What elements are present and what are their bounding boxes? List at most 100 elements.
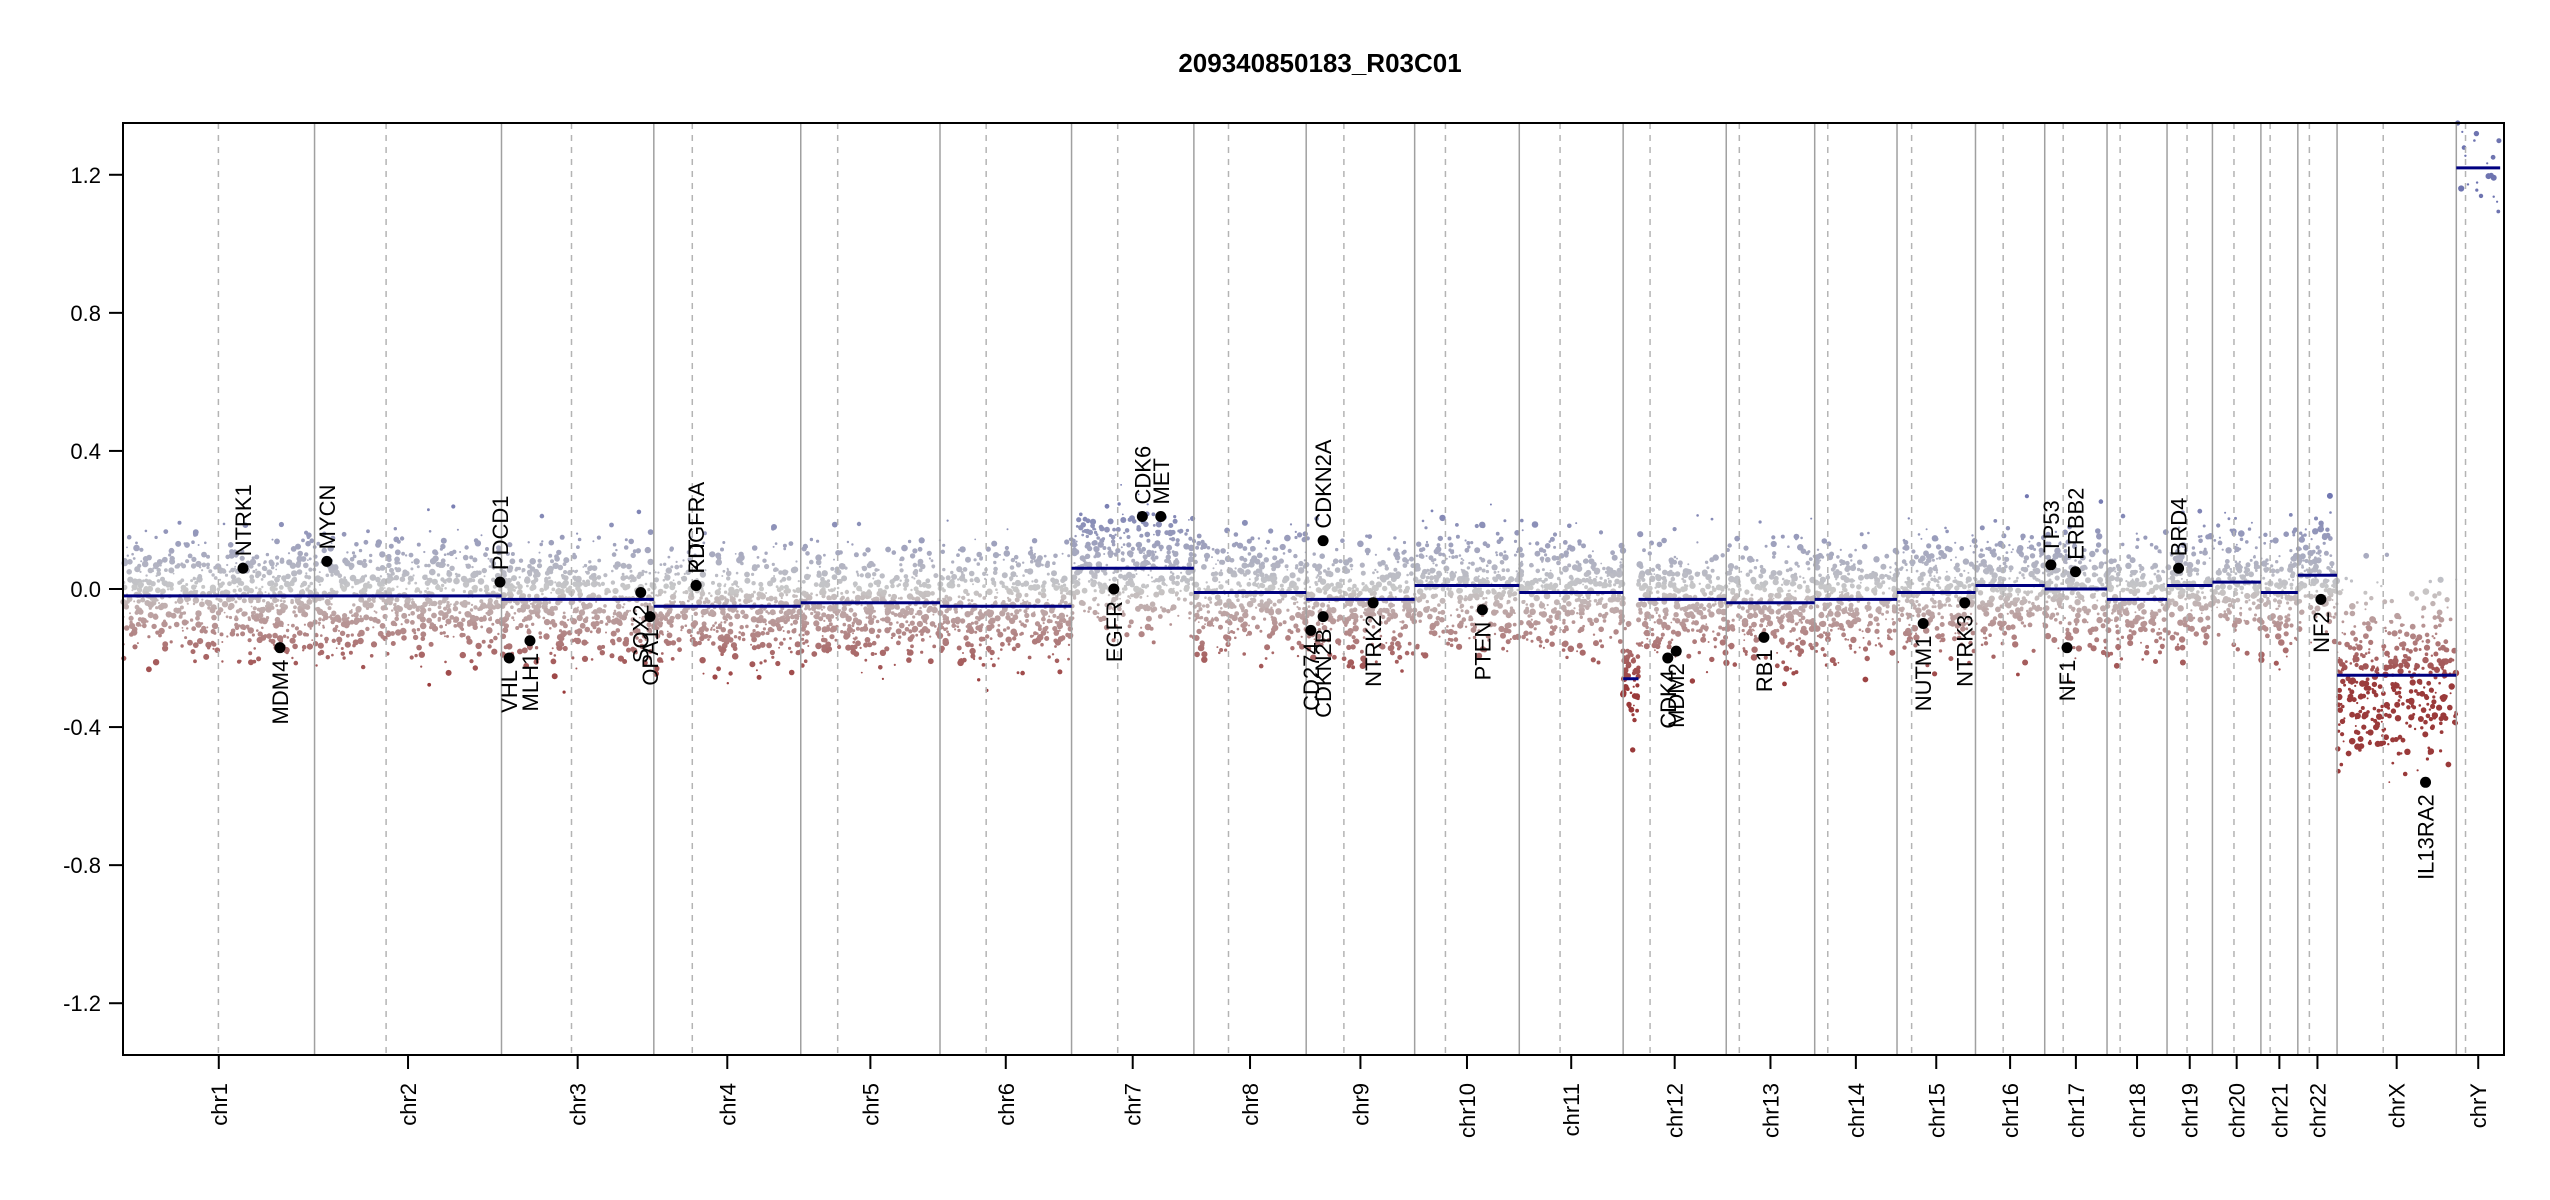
probe-point	[271, 566, 275, 570]
probe-point	[576, 545, 580, 549]
probe-point	[258, 587, 262, 592]
probe-point	[554, 556, 560, 562]
probe-point	[1102, 546, 1107, 550]
probe-point	[880, 590, 887, 597]
probe-point	[557, 564, 564, 571]
probe-point	[397, 606, 403, 612]
probe-point	[223, 611, 226, 614]
probe-point	[893, 663, 896, 667]
probe-point	[691, 620, 699, 627]
probe-point	[1591, 561, 1597, 568]
probe-point	[420, 636, 426, 641]
probe-point	[290, 546, 297, 552]
probe-point	[1335, 583, 1342, 589]
probe-point	[976, 562, 981, 566]
probe-point	[1090, 578, 1093, 581]
probe-point	[359, 617, 364, 623]
probe-point	[819, 580, 826, 588]
probe-point	[224, 573, 229, 577]
probe-point	[673, 592, 676, 595]
probe-point	[581, 639, 588, 646]
probe-point	[172, 572, 175, 575]
probe-point	[767, 580, 773, 587]
probe-point	[851, 543, 854, 546]
probe-point	[1342, 565, 1348, 572]
probe-point	[1061, 552, 1064, 555]
probe-point	[1071, 549, 1078, 557]
probe-point	[1447, 536, 1452, 541]
probe-point	[444, 623, 448, 627]
probe-point	[1586, 573, 1590, 577]
probe-point	[1173, 559, 1180, 566]
probe-point	[1367, 534, 1373, 539]
probe-point	[370, 641, 378, 648]
probe-point	[543, 607, 549, 613]
probe-point	[1566, 601, 1572, 607]
probe-point	[126, 554, 129, 557]
probe-point	[543, 618, 551, 626]
probe-point	[199, 601, 205, 608]
probe-point	[1189, 601, 1193, 606]
probe-point	[1122, 590, 1125, 594]
probe-point	[1241, 609, 1245, 613]
probe-point	[1078, 599, 1085, 606]
probe-point	[204, 541, 207, 545]
probe-point	[1395, 640, 1401, 647]
probe-point	[1576, 566, 1581, 571]
probe-point	[656, 626, 660, 630]
probe-point	[187, 639, 193, 646]
probe-point	[1371, 582, 1375, 585]
probe-point	[912, 562, 918, 568]
probe-point	[426, 617, 432, 624]
probe-point	[341, 531, 347, 537]
probe-point	[1350, 568, 1353, 571]
probe-point	[832, 589, 836, 592]
probe-point	[340, 651, 345, 656]
probe-point	[210, 629, 216, 634]
probe-point	[476, 651, 482, 657]
probe-point	[1397, 654, 1403, 660]
probe-point	[1282, 593, 1288, 598]
probe-point	[871, 642, 874, 646]
probe-point	[140, 582, 144, 586]
probe-point	[782, 630, 785, 632]
probe-point	[458, 611, 462, 615]
probe-point	[325, 655, 330, 660]
probe-point	[1005, 636, 1012, 643]
probe-point	[1030, 554, 1036, 560]
probe-point	[950, 570, 954, 575]
probe-point	[1174, 580, 1180, 587]
probe-point	[1035, 598, 1041, 604]
probe-point	[853, 638, 857, 641]
probe-point	[751, 565, 758, 572]
probe-point	[722, 569, 726, 573]
probe-point	[527, 563, 532, 569]
probe-point	[248, 659, 254, 666]
probe-point	[209, 584, 216, 591]
probe-point	[1593, 640, 1599, 647]
probe-point	[773, 568, 777, 572]
probe-point	[626, 647, 631, 653]
probe-point	[480, 589, 483, 592]
probe-point	[520, 603, 527, 611]
probe-point	[349, 566, 353, 570]
probe-point	[1495, 551, 1498, 554]
probe-point	[608, 590, 611, 594]
probe-point	[724, 583, 727, 586]
probe-point	[318, 617, 322, 621]
probe-point	[218, 578, 222, 581]
probe-point	[1014, 609, 1020, 615]
probe-point	[147, 635, 151, 639]
probe-point	[707, 638, 710, 641]
probe-point	[439, 547, 443, 551]
probe-point	[1405, 585, 1410, 591]
probe-point	[418, 651, 425, 658]
probe-point	[509, 558, 516, 565]
probe-point	[612, 611, 617, 616]
probe-point	[166, 581, 173, 588]
probe-point	[359, 615, 362, 618]
probe-point	[624, 575, 629, 579]
probe-point	[1010, 557, 1016, 563]
probe-point	[383, 587, 386, 589]
probe-point	[369, 574, 377, 581]
